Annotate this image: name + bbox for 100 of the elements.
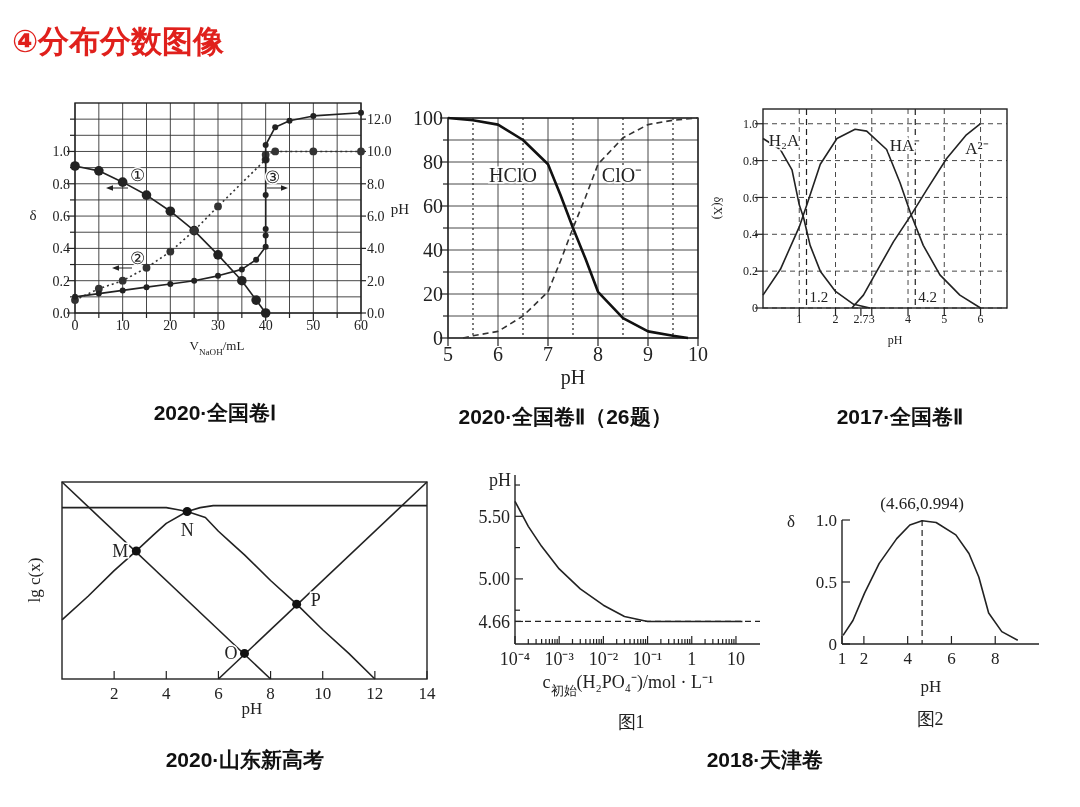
x-tick-label: 10 [314,684,332,703]
point [260,308,271,318]
annotation: P [310,590,321,611]
y2-tick-label: 4.0 [367,241,385,257]
text: 图1 [617,712,645,732]
point [191,277,198,284]
point [240,648,249,658]
x-tick-label: 4 [162,684,172,703]
y-tick-label: 0.4 [743,227,758,242]
point [251,295,261,305]
annotation: ① [129,166,145,185]
y-tick-label: 0.0 [52,305,70,321]
x-tick-label: 30 [211,318,225,333]
x-tick-label: 1 [687,649,697,669]
y2-axis-title: pH [390,201,410,217]
y-tick-label: 0.6 [52,208,70,224]
point [262,192,269,199]
x-tick-label: 6 [947,649,956,668]
ref-line-label: 4.2 [918,289,938,305]
y-tick-label: 0.2 [52,273,70,289]
x-tick-label: 5 [443,343,453,365]
point [262,226,269,232]
y-tick-label: 100 [413,107,443,129]
y2-tick-label: 8.0 [367,176,385,192]
x-tick-label: 6 [214,684,223,703]
point [262,232,269,239]
x-axis-title: c$_{初始}$(H₂PO₄⁻)/mol · L⁻¹ [542,672,714,698]
y-tick-label: 0.6 [743,190,758,205]
point [142,263,151,272]
y-axis-title: lg c(x) [25,557,44,603]
point [182,507,192,517]
text: 2020·山东新高考 [165,748,325,771]
point [167,280,174,287]
x-tick-label: 7 [543,343,553,365]
y2-tick-label: 2.0 [367,273,385,289]
x-axis-title: pH [887,333,903,347]
y2-tick-label: 10.0 [367,144,392,160]
y-tick-label: 5.00 [478,569,510,590]
y2-tick-label: 6.0 [367,208,385,224]
point [238,266,245,273]
point [143,284,150,291]
x-tick-label: 3 [868,312,875,326]
y-tick-label: 0.5 [815,572,837,592]
x-tick-label: 8 [593,343,603,365]
x-tick-label: 12 [366,684,384,703]
x-tick-label: 4 [903,649,913,668]
x-tick-label: 14 [418,684,436,703]
x-tick-label: 10⁻² [588,649,619,669]
point [271,147,280,156]
y2-tick-label: 0.0 [367,305,385,321]
y-tick-label: 0 [828,634,837,654]
y-tick-label: 0.2 [743,264,758,279]
x-tick-label: 40 [258,318,273,333]
y-axis-title: δ(X) [711,196,725,220]
point [272,124,279,131]
y-axis-title: δ [29,207,37,223]
x-axis-title: pH [560,366,586,389]
x-tick-label: 10⁻¹ [632,649,663,669]
x-tick-label: 10⁻⁴ [499,649,531,669]
x-axis-title: pH [920,677,942,696]
y-tick-label: 0.4 [52,241,70,257]
y2-tick-label: 12.0 [367,112,392,128]
point [119,287,126,294]
text: 2020·全国卷Ⅰ [153,401,277,424]
y-tick-label: 1.0 [815,510,837,530]
x-tick-label: 1 [796,312,803,326]
x-tick-label: 1 [837,649,847,668]
y-tick-label: 0 [752,301,758,316]
x-tick-label: 20 [163,318,178,333]
y-axis-title: δ [786,512,796,531]
annotation: O [224,643,238,664]
point [118,276,127,285]
annotation: A²⁻ [965,139,989,158]
x-tick-label: 50 [306,318,321,333]
point [286,117,293,124]
point [131,546,141,556]
y-tick-label: 5.50 [478,506,510,527]
y-tick-label: 4.66 [478,611,510,632]
y-tick-label: 40 [423,239,443,261]
ref-line-label: 1.2 [809,289,829,305]
x-tick-label: 9 [643,343,653,365]
x-tick-label: 2.7 [853,312,869,326]
annotation: ② [129,249,145,268]
point [253,256,260,263]
x-tick-label: 5 [941,312,948,326]
x-tick-label: 2 [109,684,119,703]
text: 图2 [916,709,944,729]
annotation: ③ [264,168,280,187]
annotation: M [112,540,129,561]
point [310,112,317,119]
point [215,272,221,279]
point [262,243,269,250]
point [141,190,152,200]
text: ④分布分数图像 [12,23,226,59]
y-tick-label: 1.0 [52,144,70,160]
x-tick-label: 8 [990,649,1000,668]
x-tick-label: 10 [688,343,708,365]
point [309,147,318,156]
x-tick-label: 10⁻³ [544,649,575,669]
x-axis-title: V$_{NaOH}$/mL [189,338,245,357]
